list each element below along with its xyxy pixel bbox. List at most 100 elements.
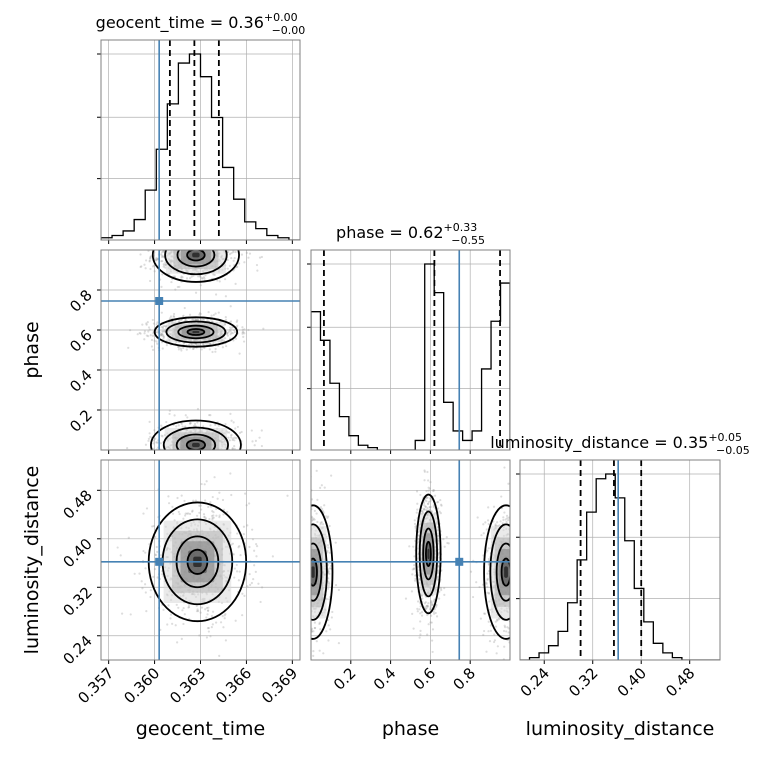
sample-point bbox=[306, 503, 308, 505]
sample-point bbox=[430, 603, 433, 606]
sample-point bbox=[139, 253, 142, 256]
sample-point bbox=[411, 573, 414, 576]
sample-point bbox=[194, 245, 196, 247]
sample-point bbox=[512, 564, 514, 566]
sample-point bbox=[515, 532, 517, 534]
sample-point bbox=[169, 451, 171, 453]
sample-point bbox=[152, 322, 155, 325]
sample-point bbox=[515, 564, 517, 566]
sample-point bbox=[185, 453, 187, 455]
sample-point bbox=[119, 554, 122, 557]
sample-point bbox=[199, 312, 202, 316]
sample-point bbox=[511, 546, 513, 548]
sample-point bbox=[215, 221, 217, 223]
sample-point bbox=[151, 457, 153, 459]
sample-point bbox=[307, 643, 309, 645]
sample-point bbox=[144, 567, 147, 570]
pair-content bbox=[101, 460, 300, 660]
sample-point bbox=[427, 602, 430, 605]
sample-point bbox=[210, 314, 213, 317]
sample-point bbox=[207, 505, 210, 509]
sample-point bbox=[514, 601, 516, 603]
sample-point bbox=[517, 567, 519, 569]
sample-point bbox=[511, 575, 513, 577]
sample-point bbox=[224, 233, 226, 235]
sample-point bbox=[219, 242, 221, 244]
sample-point bbox=[513, 540, 515, 542]
sample-point bbox=[240, 452, 242, 454]
sample-point bbox=[155, 340, 158, 343]
sample-point bbox=[414, 525, 417, 528]
sample-point bbox=[158, 452, 160, 454]
contour-line bbox=[425, 540, 432, 567]
sample-point bbox=[208, 451, 210, 453]
sample-point bbox=[204, 454, 206, 456]
sample-point bbox=[201, 277, 204, 280]
sample-point bbox=[225, 477, 227, 479]
sample-point bbox=[224, 337, 227, 340]
contour-line bbox=[186, 328, 206, 336]
sample-point bbox=[428, 497, 432, 500]
sample-point bbox=[179, 236, 181, 238]
sample-point bbox=[526, 624, 528, 626]
sample-point bbox=[513, 524, 515, 526]
sample-point bbox=[206, 236, 208, 238]
sample-point bbox=[289, 604, 291, 606]
sample-point bbox=[308, 509, 310, 511]
sample-point bbox=[154, 437, 157, 440]
sample-point bbox=[429, 601, 433, 604]
sample-point bbox=[173, 245, 175, 247]
sample-point bbox=[181, 425, 184, 428]
sample-point bbox=[237, 227, 239, 229]
x-tick-label: 0.2 bbox=[330, 664, 360, 694]
sample-point bbox=[290, 595, 292, 597]
sample-point bbox=[183, 242, 185, 244]
sample-point bbox=[516, 570, 518, 572]
sample-point bbox=[515, 574, 517, 576]
sample-point bbox=[429, 606, 432, 609]
sample-point bbox=[301, 571, 303, 573]
sample-point bbox=[512, 667, 514, 669]
sample-point bbox=[316, 520, 319, 524]
sample-point bbox=[526, 595, 528, 597]
sample-point bbox=[198, 313, 201, 316]
sample-point bbox=[241, 614, 244, 617]
title-minus: −0.05 bbox=[716, 444, 750, 457]
sample-point bbox=[192, 347, 195, 351]
sample-point bbox=[526, 631, 528, 633]
sample-point bbox=[145, 610, 148, 613]
sample-point bbox=[287, 606, 289, 608]
sample-point bbox=[156, 257, 159, 261]
sample-point bbox=[506, 517, 509, 520]
sample-point bbox=[159, 246, 161, 248]
sample-point bbox=[414, 527, 417, 530]
sample-point bbox=[170, 460, 172, 462]
sample-point bbox=[427, 489, 430, 492]
sample-point bbox=[193, 466, 195, 468]
sample-point bbox=[211, 495, 214, 499]
sample-point bbox=[425, 605, 428, 608]
sample-point bbox=[171, 246, 173, 248]
sample-point bbox=[180, 232, 182, 234]
sample-point bbox=[246, 524, 249, 527]
sample-point bbox=[161, 573, 164, 576]
sample-point bbox=[482, 523, 485, 526]
sample-point bbox=[285, 565, 287, 567]
sample-point bbox=[144, 267, 147, 270]
sample-point bbox=[295, 573, 297, 575]
sample-point bbox=[200, 508, 203, 511]
sample-point bbox=[181, 315, 185, 318]
y-tick-label: 0.6 bbox=[66, 326, 96, 356]
sample-point bbox=[423, 508, 426, 511]
sample-point bbox=[229, 465, 231, 467]
sample-point bbox=[174, 247, 176, 249]
sample-point bbox=[234, 427, 237, 430]
sample-point bbox=[175, 240, 177, 242]
sample-point bbox=[229, 472, 232, 475]
pair-content bbox=[101, 221, 300, 479]
sample-point bbox=[240, 430, 243, 434]
sample-point bbox=[202, 234, 204, 236]
sample-point bbox=[316, 660, 318, 662]
title-plus: +0.00 bbox=[264, 11, 298, 24]
